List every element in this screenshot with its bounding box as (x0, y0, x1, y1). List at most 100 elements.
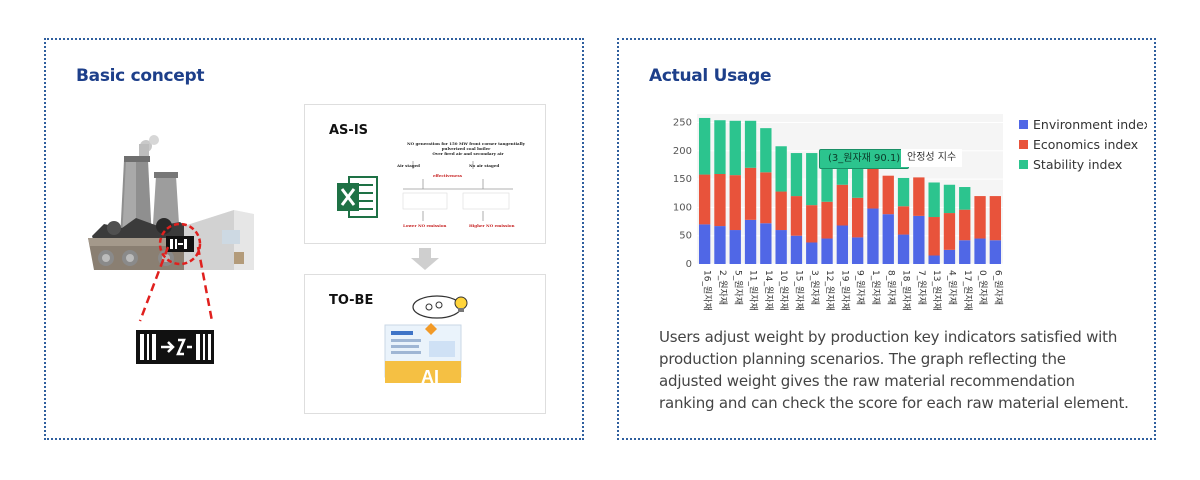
bar-segment-environment-index (714, 226, 726, 264)
bar-segment-environment-index (744, 219, 757, 264)
x-tick-label: 6_원자재 (992, 270, 1003, 305)
bar-segment-economics-index (928, 217, 940, 256)
callout-lines (138, 246, 214, 322)
bar-segment-environment-index (974, 238, 986, 264)
x-tick-label: 2_원자재 (717, 270, 728, 305)
panel-title-actual-usage: Actual Usage (649, 66, 772, 86)
bar-segment-economics-index (974, 196, 986, 239)
stacked-bar-chart: 0 50 100 150 200 250 16_원자재 2_원자재 5_원자재 11_원자재 14_… (673, 114, 1147, 311)
plot-area (697, 114, 1003, 264)
bar-segment-environment-index (851, 237, 864, 264)
doc-step-left: Air staged (397, 163, 420, 168)
sensor-chip-icon (158, 222, 202, 266)
bar-segment-environment-index (806, 242, 818, 264)
bar-segment-economics-index (867, 167, 879, 209)
bar-segment-environment-index (867, 208, 879, 264)
bar-segment-stability-index (959, 187, 971, 210)
x-tick-label: 14_원자재 (763, 270, 774, 311)
bar-segment-environment-index (943, 249, 956, 264)
x-tick-label: 5_원자재 (732, 270, 743, 305)
bar-segment-economics-index (806, 205, 818, 243)
x-tick-label: 4_원자재 (946, 270, 957, 305)
x-tick-label: 9_원자재 (855, 270, 866, 305)
bar-segment-environment-index (698, 224, 711, 264)
bar-segment-stability-index (729, 120, 741, 176)
bar-segment-stability-index (897, 177, 910, 207)
x-tick-label: 17_원자재 (962, 270, 973, 311)
bar-segment-economics-index (714, 174, 726, 227)
bar-segment-environment-index (989, 240, 1002, 264)
doc-step-right: No air staged (469, 163, 500, 168)
bar-segment-environment-index (790, 235, 803, 264)
x-tick-label: 13_원자재 (931, 270, 942, 311)
to-be-card: TO-BE AI (304, 274, 546, 414)
y-tick-label: 0 (686, 259, 692, 270)
usage-description: Users adjust weight by production key in… (659, 328, 1129, 412)
y-tick-label: 200 (673, 146, 692, 157)
bar-segment-environment-index (836, 225, 849, 264)
bar-segment-stability-index (744, 120, 757, 168)
bar-segment-economics-index (729, 175, 741, 231)
x-tick-label: 12_원자재 (824, 270, 835, 311)
x-tick-label: 16_원자재 (702, 270, 713, 311)
to-be-label: TO-BE (329, 293, 374, 308)
ai-dashboard-icon (384, 295, 468, 383)
bar-segment-economics-index (836, 184, 849, 226)
panel-title-basic-concept: Basic concept (76, 66, 205, 86)
bar-segment-stability-index (943, 184, 956, 214)
bar-segment-economics-index (882, 175, 894, 215)
y-tick-label: 50 (679, 231, 692, 242)
bar-segment-economics-index (760, 172, 772, 224)
x-tick-label: 11_원자재 (748, 270, 759, 311)
doc-result-right: Higher NO emission (469, 223, 515, 228)
doc-effect: effectiveness (433, 173, 463, 178)
legend-label: Stability index (1033, 157, 1122, 172)
actual-usage-panel: Actual Usage 0 50 100 150 200 250 16_원자재 2_원자재 5… (617, 38, 1156, 440)
x-tick-label: 10_원자재 (778, 270, 789, 311)
bar-segment-environment-index (760, 223, 772, 264)
x-tick-label: 18_원자재 (901, 270, 912, 311)
bar-segment-environment-index (959, 240, 971, 264)
legend-label: Economics index (1033, 137, 1138, 152)
bar-segment-environment-index (913, 215, 925, 264)
bar-segment-economics-index (897, 206, 910, 235)
y-tick-label: 250 (673, 117, 692, 128)
bar-segment-environment-index (821, 238, 833, 264)
doc-title: NO generation for 150 MW front corner ta… (406, 141, 526, 151)
bar-segment-economics-index (821, 201, 833, 239)
x-tick-label: 1_원자재 (870, 270, 881, 305)
x-tick-label: 8_원자재 (885, 270, 896, 305)
as-is-label: AS-IS (329, 123, 369, 138)
bar-segment-economics-index (851, 197, 864, 238)
bar-segment-stability-index (775, 146, 787, 192)
bar-segment-environment-index (775, 230, 787, 264)
y-tick-label: 100 (673, 202, 692, 213)
x-tick-label: 7_원자재 (916, 270, 927, 305)
down-arrow-icon (411, 248, 439, 270)
bar-segment-economics-index (989, 196, 1002, 241)
chart-tooltip: (3_원자재 90.1) (819, 149, 910, 169)
bar-segment-stability-index (851, 159, 864, 198)
bar-segment-stability-index (790, 153, 803, 197)
legend-swatch (1019, 160, 1028, 169)
chart-tooltip-caption: 안정성 지수 (901, 149, 963, 167)
x-tick-label: 0_원자재 (977, 270, 988, 305)
bar-segment-environment-index (928, 255, 940, 264)
sensor-module-icon (136, 330, 214, 364)
legend-swatch (1019, 140, 1028, 149)
bar-segment-environment-index (729, 230, 741, 264)
bar-segment-economics-index (959, 209, 971, 241)
legend-label: Environment index (1033, 117, 1147, 132)
excel-icon (337, 176, 378, 218)
doc-result-left: Lower NO emission (403, 223, 447, 228)
ai-label: AI (421, 367, 439, 387)
bar-segment-stability-index (806, 153, 818, 206)
as-is-document: NO generation for 150 MW front corner ta… (393, 139, 539, 235)
x-tick-label: 19_원자재 (839, 270, 850, 311)
bar-segment-environment-index (882, 214, 894, 264)
bar-segment-stability-index (836, 156, 849, 185)
x-tick-label: 3_원자재 (809, 270, 820, 305)
bar-segment-environment-index (897, 234, 910, 264)
bar-segment-economics-index (698, 174, 711, 225)
bar-segment-economics-index (775, 191, 787, 231)
